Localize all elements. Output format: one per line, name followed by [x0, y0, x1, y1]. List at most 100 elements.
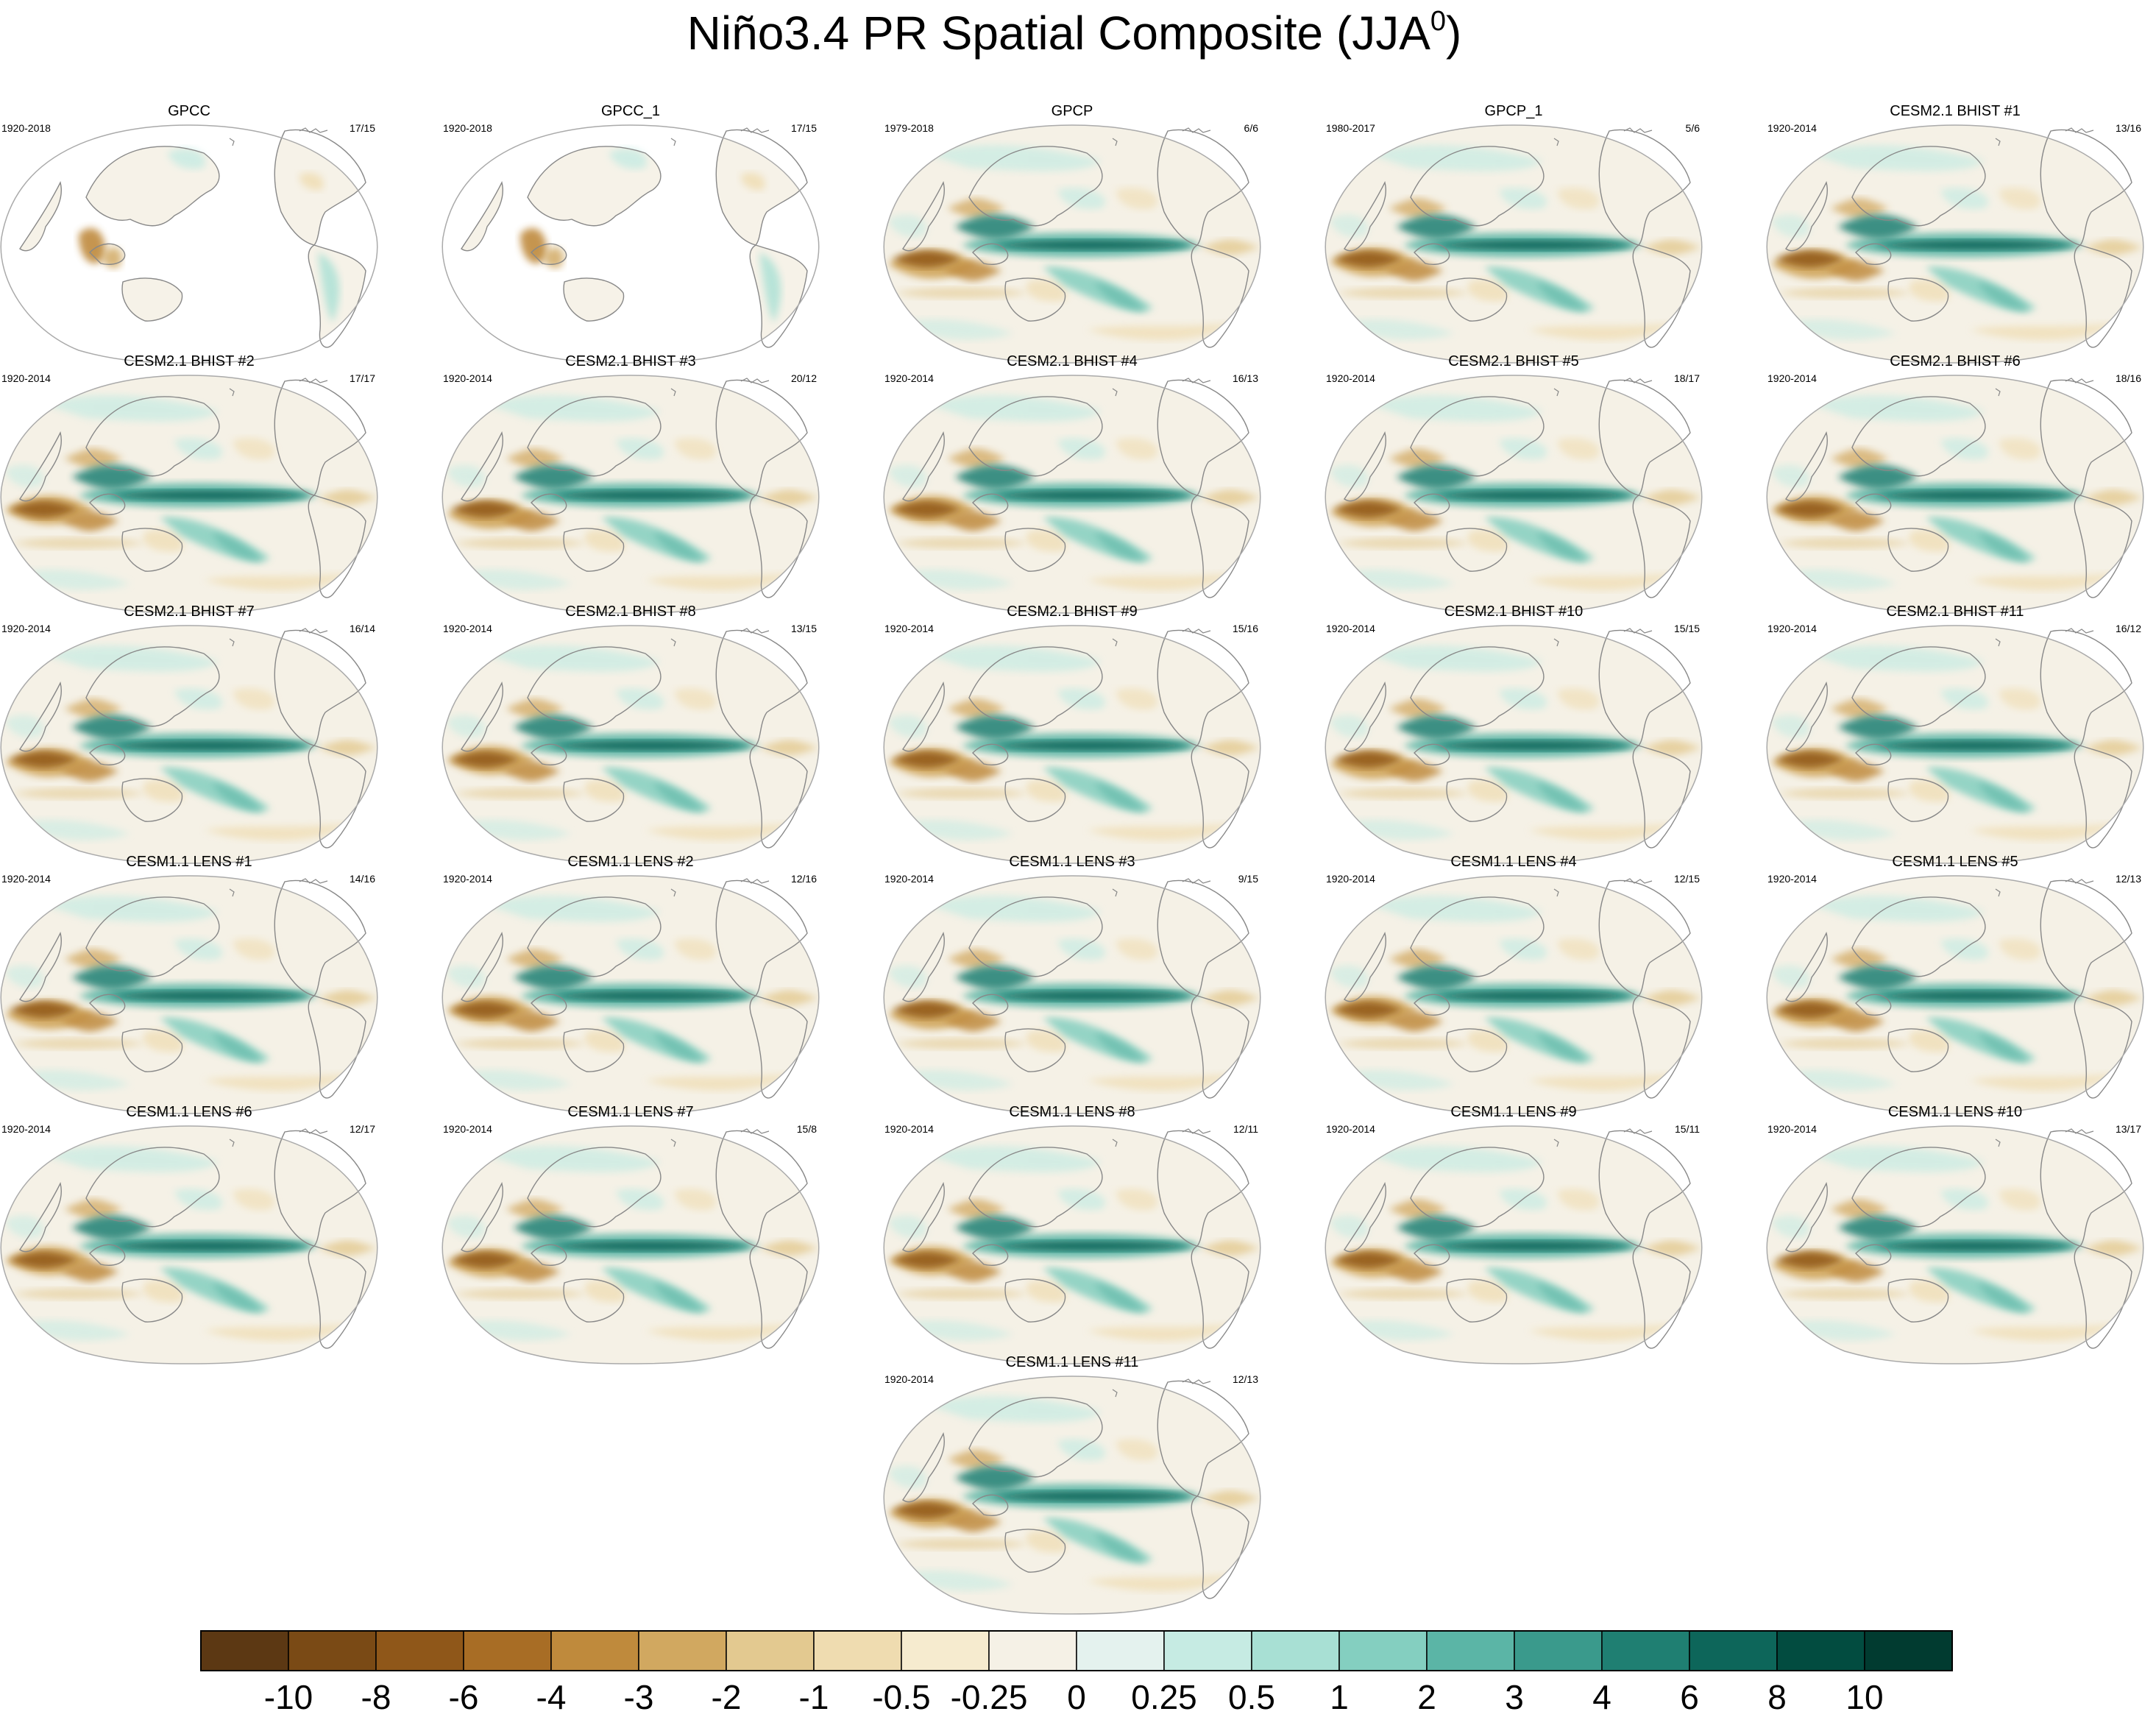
globe-outline	[883, 625, 1261, 864]
panel-period: 1920-2014	[1767, 122, 1817, 134]
panel-count: 12/13	[2116, 873, 2141, 885]
panel-period: 1920-2014	[884, 623, 934, 634]
panel-period: 1980-2017	[1326, 122, 1375, 134]
map-field	[1, 375, 377, 613]
globe-outline	[442, 875, 820, 1114]
map-panel: CESM2.1 BHIST #7 1920-2014 16/14	[0, 603, 378, 864]
coastlines	[902, 127, 1249, 348]
globe-outline	[0, 375, 378, 614]
map-field	[884, 876, 1260, 1114]
globe-outline	[1325, 625, 1703, 864]
coastlines	[1785, 378, 2132, 598]
coastlines	[1785, 628, 2132, 849]
colorbar-box	[200, 1630, 289, 1671]
coastlines	[19, 878, 366, 1099]
panel-period: 1920-2014	[1326, 873, 1375, 885]
map-field	[884, 626, 1260, 863]
title-superscript: 0	[1430, 6, 1446, 37]
panel-title: CESM2.1 BHIST #10	[1444, 603, 1584, 620]
panel-count: 18/17	[1674, 372, 1700, 384]
map-panel: CESM2.1 BHIST #1 1920-2014 13/16	[1766, 103, 2144, 364]
map-panel: CESM1.1 LENS #1 1920-2014 14/16	[0, 854, 378, 1114]
title-text: Niño3.4 PR Spatial Composite (JJA	[687, 7, 1431, 60]
coastlines	[461, 878, 808, 1099]
globe-outline	[883, 1125, 1261, 1364]
colorbar-tick-label: 0	[1067, 1678, 1086, 1716]
colorbar-box	[1426, 1630, 1515, 1671]
colorbar-box	[1689, 1630, 1778, 1671]
colorbar-tick-label: -8	[361, 1678, 391, 1716]
panel-count: 5/6	[1686, 122, 1701, 134]
panel-period: 1920-2014	[443, 1123, 492, 1135]
globe-outline	[1325, 375, 1703, 614]
panel-period: 1920-2014	[1, 372, 51, 384]
panel-title: CESM2.1 BHIST #4	[1007, 353, 1137, 369]
globe-outline	[0, 124, 378, 364]
colorbar-tick-label: 10	[1845, 1678, 1883, 1716]
panel-title: CESM1.1 LENS #6	[126, 1104, 252, 1120]
panel-period: 1920-2014	[1767, 372, 1817, 384]
panel-title: CESM2.1 BHIST #1	[1890, 103, 2020, 119]
colorbar-box	[1864, 1630, 1953, 1671]
panel-count: 17/15	[350, 122, 375, 134]
panel-period: 1920-2014	[1767, 623, 1817, 634]
panel-count: 13/16	[2116, 122, 2141, 134]
panel-period: 1920-2014	[1, 873, 51, 885]
panel-count: 13/17	[2116, 1123, 2141, 1135]
map-field	[884, 1126, 1260, 1364]
colorbar-tick-label: 3	[1505, 1678, 1524, 1716]
panel-count: 17/17	[350, 372, 375, 384]
panel-title: CESM1.1 LENS #8	[1009, 1104, 1135, 1120]
panel-title: GPCC_1	[601, 103, 660, 119]
colorbar-tick-label: 6	[1680, 1678, 1699, 1716]
colorbar-tick-label: -2	[712, 1678, 742, 1716]
panel-count: 20/12	[791, 372, 817, 384]
colorbar-box	[638, 1630, 727, 1671]
panel-count: 12/17	[350, 1123, 375, 1135]
map-field	[1325, 1126, 1702, 1364]
map-panel: CESM2.1 BHIST #6 1920-2014 18/16	[1766, 353, 2144, 614]
map-panel: GPCC 1920-2018 17/15	[0, 103, 378, 364]
panel-title: CESM1.1 LENS #5	[1892, 854, 2018, 870]
panel-period: 1920-2014	[1326, 623, 1375, 634]
panel-title: CESM1.1 LENS #4	[1450, 854, 1576, 870]
colorbar-tick-label: -10	[264, 1678, 313, 1716]
colorbar-box	[1601, 1630, 1690, 1671]
panel-period: 1920-2014	[1767, 873, 1817, 885]
panel-count: 15/16	[1233, 623, 1258, 634]
colorbar-box	[1776, 1630, 1865, 1671]
map-field	[442, 375, 819, 613]
panel-title: CESM2.1 BHIST #2	[124, 353, 254, 369]
panel-period: 1920-2014	[1767, 1123, 1817, 1135]
globe-outline	[1766, 124, 2144, 364]
panel-title: CESM1.1 LENS #9	[1450, 1104, 1576, 1120]
panel-title: GPCP	[1052, 103, 1093, 119]
map-panel: CESM2.1 BHIST #4 1920-2014 16/13	[883, 353, 1261, 614]
colorbar-box	[375, 1630, 464, 1671]
globe-outline	[1766, 875, 2144, 1114]
map-panel: CESM1.1 LENS #4 1920-2014 12/15	[1325, 854, 1703, 1114]
colorbar-tick-label: 1	[1330, 1678, 1349, 1716]
globe-outline	[1766, 375, 2144, 614]
map-panel: CESM1.1 LENS #8 1920-2014 12/11	[883, 1104, 1261, 1364]
panel-title: CESM1.1 LENS #3	[1009, 854, 1135, 870]
panel-count: 12/13	[1233, 1373, 1258, 1385]
panel-count: 15/11	[1675, 1123, 1700, 1135]
map-field	[1, 626, 377, 863]
map-panel: CESM2.1 BHIST #2 1920-2014 17/17	[0, 353, 378, 614]
globe-outline	[883, 375, 1261, 614]
map-field	[1767, 1126, 2143, 1364]
panel-period: 1920-2018	[443, 122, 492, 134]
panel-count: 18/16	[2116, 372, 2141, 384]
map-panel: CESM1.1 LENS #9 1920-2014 15/11	[1325, 1104, 1703, 1364]
panel-period: 1920-2014	[1, 1123, 51, 1135]
map-field	[1767, 876, 2143, 1114]
map-panel: CESM1.1 LENS #6 1920-2014 12/17	[0, 1104, 378, 1364]
coastlines	[19, 628, 366, 849]
panel-count: 12/11	[1233, 1123, 1258, 1135]
colorbar-tick-label: -6	[449, 1678, 479, 1716]
colorbar-tick-label: -1	[799, 1678, 829, 1716]
coastlines	[1344, 878, 1691, 1099]
colorbar-box	[1514, 1630, 1603, 1671]
